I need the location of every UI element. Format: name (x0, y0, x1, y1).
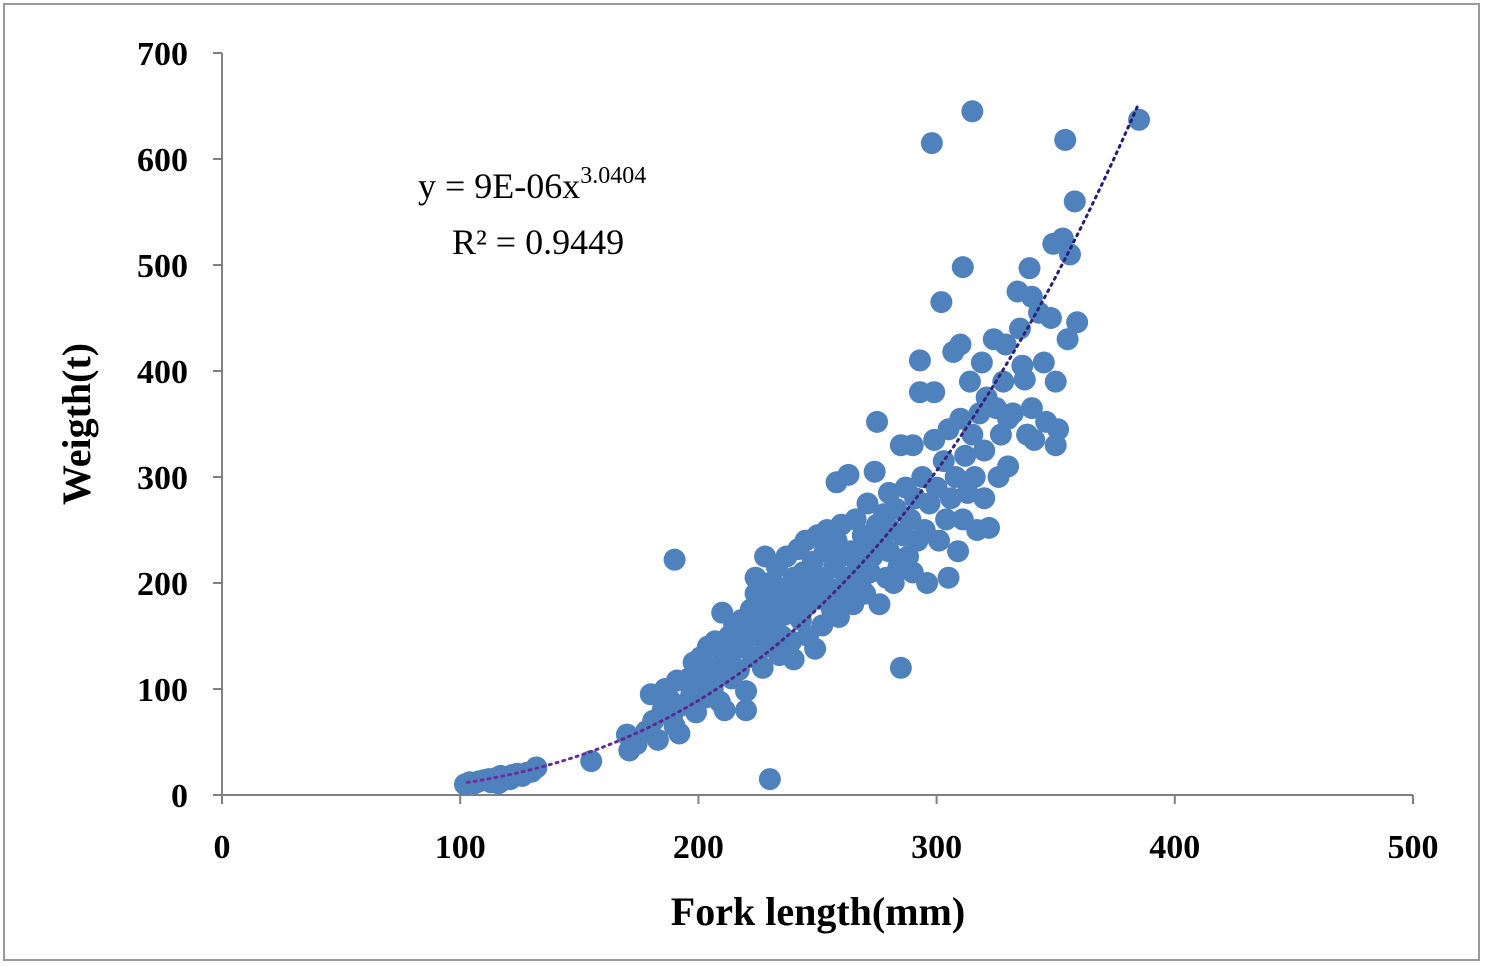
y-tick-label: 400 (137, 354, 188, 391)
y-tick-label: 600 (137, 142, 188, 179)
data-point (751, 656, 774, 679)
data-point (735, 680, 758, 703)
data-point (1013, 368, 1036, 391)
data-point (954, 444, 977, 467)
data-point (866, 410, 889, 433)
data-point (668, 722, 691, 745)
data-point (949, 407, 972, 430)
data-point (727, 658, 750, 681)
x-tick-label: 100 (435, 829, 486, 866)
data-point (1054, 128, 1077, 151)
data-point (1066, 311, 1089, 334)
data-point (780, 630, 803, 653)
data-point (1032, 351, 1055, 374)
data-point (951, 256, 974, 279)
y-axis-title: Weigth(t) (54, 343, 99, 505)
axis-ticks (213, 52, 1414, 804)
data-point (927, 529, 950, 552)
chart-frame (3, 3, 1480, 961)
data-point (994, 333, 1017, 356)
data-point (932, 450, 955, 473)
equation-exponent: 3.0404 (580, 163, 646, 189)
data-point (827, 605, 850, 628)
data-point (1044, 370, 1067, 393)
trendline-equation: y = 9E-06x3.0404 (418, 163, 646, 206)
data-point (920, 132, 943, 155)
data-point (1063, 190, 1086, 213)
x-tick-label: 200 (673, 829, 724, 866)
x-tick-label: 500 (1388, 829, 1439, 866)
data-point (916, 572, 939, 594)
data-point (944, 466, 967, 488)
data-point (663, 548, 686, 571)
data-point (997, 455, 1020, 478)
data-point (811, 614, 834, 637)
data-point (861, 545, 884, 568)
data-point (908, 349, 931, 372)
trendline-path (465, 101, 1141, 784)
data-point (958, 370, 981, 393)
data-point (863, 460, 886, 483)
y-tick-label: 200 (137, 566, 188, 603)
data-point (973, 439, 996, 462)
data-point (1001, 402, 1024, 425)
data-point (923, 381, 946, 404)
data-point (713, 699, 736, 722)
x-axis-title: Fork length(mm) (671, 889, 965, 934)
data-point (735, 699, 758, 722)
data-point (901, 434, 924, 457)
data-point (1047, 418, 1070, 441)
data-point (963, 466, 986, 488)
axis-tick-labels: 0 100 200 300 400 500 0 100 200 300 400 500 600 700 (137, 36, 1439, 866)
x-tick-label: 0 (214, 829, 231, 866)
data-point (970, 351, 993, 374)
data-point (868, 593, 891, 616)
data-point (930, 291, 953, 314)
data-point (937, 566, 960, 589)
x-tick-label: 300 (911, 829, 962, 866)
data-point (978, 516, 1001, 539)
data-point (646, 728, 669, 751)
axes (213, 53, 1413, 796)
y-tick-label: 100 (137, 672, 188, 709)
data-point (935, 508, 958, 531)
data-point (837, 463, 860, 486)
data-point (856, 492, 879, 515)
data-point (1039, 307, 1062, 329)
trendline (465, 101, 1141, 784)
r-squared-label: R² = 0.9449 (452, 222, 624, 262)
data-point (973, 487, 996, 510)
data-point (580, 750, 603, 773)
x-tick-label: 400 (1149, 829, 1200, 866)
data-point (782, 648, 805, 671)
data-point (1056, 328, 1079, 351)
data-point (889, 656, 912, 679)
y-tick-label: 0 (171, 778, 188, 815)
data-point (949, 333, 972, 356)
data-point (939, 487, 962, 510)
equation-base: y = 9E-06x (418, 166, 580, 206)
y-tick-label: 300 (137, 460, 188, 497)
data-point (1018, 257, 1041, 280)
y-tick-label: 700 (137, 36, 188, 73)
data-point (758, 768, 781, 791)
y-tick-label: 500 (137, 248, 188, 285)
data-point (1023, 428, 1046, 451)
data-point (961, 100, 984, 123)
data-point (804, 637, 827, 660)
data-point (877, 540, 900, 563)
data-point (1020, 397, 1043, 420)
data-points (453, 100, 1151, 796)
data-point (947, 540, 970, 563)
